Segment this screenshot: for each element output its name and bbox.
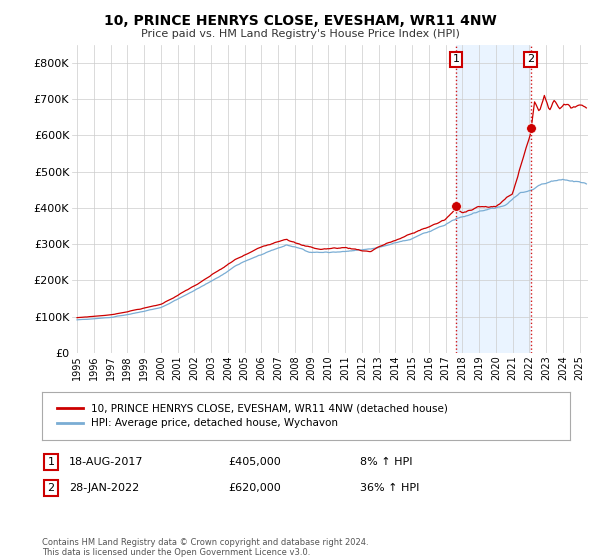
Text: £620,000: £620,000 (228, 483, 281, 493)
Text: Contains HM Land Registry data © Crown copyright and database right 2024.
This d: Contains HM Land Registry data © Crown c… (42, 538, 368, 557)
Text: 28-JAN-2022: 28-JAN-2022 (69, 483, 139, 493)
Text: £405,000: £405,000 (228, 457, 281, 467)
Text: 10, PRINCE HENRYS CLOSE, EVESHAM, WR11 4NW: 10, PRINCE HENRYS CLOSE, EVESHAM, WR11 4… (104, 14, 496, 28)
Text: Price paid vs. HM Land Registry's House Price Index (HPI): Price paid vs. HM Land Registry's House … (140, 29, 460, 39)
Text: 1: 1 (452, 54, 460, 64)
Text: 18-AUG-2017: 18-AUG-2017 (69, 457, 143, 467)
Text: 2: 2 (47, 483, 55, 493)
Text: 36% ↑ HPI: 36% ↑ HPI (360, 483, 419, 493)
Bar (456, 45, 531, 353)
Text: 1: 1 (47, 457, 55, 467)
Text: 2: 2 (527, 54, 534, 64)
Text: 8% ↑ HPI: 8% ↑ HPI (360, 457, 413, 467)
Legend: 10, PRINCE HENRYS CLOSE, EVESHAM, WR11 4NW (detached house), HPI: Average price,: 10, PRINCE HENRYS CLOSE, EVESHAM, WR11 4… (52, 399, 452, 432)
